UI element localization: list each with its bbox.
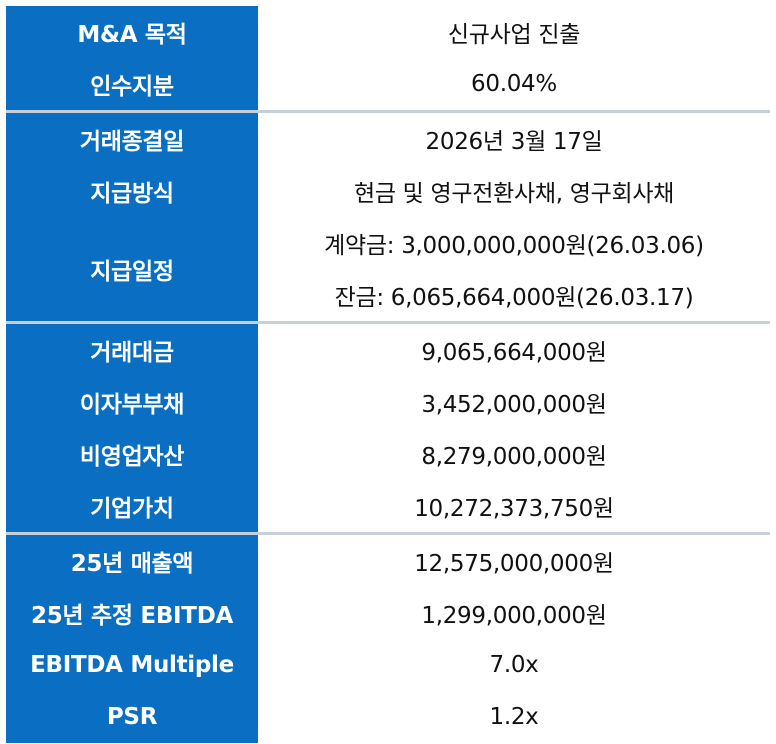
row-value: 잔금: 6,065,664,000원(26.03.17) (258, 269, 770, 321)
group-purpose: M&A 목적 인수지분 신규사업 진출 60.04% (6, 6, 770, 113)
label-ebitda-multiple: EBITDA Multiple (30, 652, 234, 678)
row-value: 1,299,000,000원 (258, 587, 770, 639)
row-label: 지급일정 (6, 217, 258, 321)
value-column: 신규사업 진출 60.04% (258, 6, 770, 110)
label-enterprise-value: 기업가치 (90, 496, 174, 522)
row-label: 25년 매출액 (6, 535, 258, 587)
row-value: 1.2x (258, 691, 770, 743)
label-ma-purpose: M&A 목적 (77, 22, 187, 48)
row-label: 거래종결일 (6, 113, 258, 165)
label-payment-method: 지급방식 (90, 181, 174, 207)
value-deposit: 계약금: 3,000,000,000원(26.03.06) (324, 233, 704, 259)
label-acquired-stake: 인수지분 (90, 74, 174, 100)
value-revenue-25: 12,575,000,000원 (414, 551, 614, 577)
value-ma-purpose: 신규사업 진출 (447, 22, 581, 48)
value-balance: 잔금: 6,065,664,000원(26.03.17) (334, 285, 694, 311)
value-column: 9,065,664,000원 3,452,000,000원 8,279,000,… (258, 324, 770, 532)
row-value: 현금 및 영구전환사채, 영구회사채 (258, 165, 770, 217)
label-column: 거래종결일 지급방식 지급일정 (6, 113, 258, 321)
row-label: 비영업자산 (6, 428, 258, 480)
row-value: 12,575,000,000원 (258, 535, 770, 587)
group-multiples: 25년 매출액 25년 추정 EBITDA EBITDA Multiple PS… (6, 535, 770, 743)
label-revenue-25: 25년 매출액 (70, 551, 194, 577)
value-ebitda-25: 1,299,000,000원 (421, 603, 607, 629)
row-value: 7.0x (258, 639, 770, 691)
payment-schedule-values: 계약금: 3,000,000,000원(26.03.06) 잔금: 6,065,… (258, 217, 770, 321)
row-value: 9,065,664,000원 (258, 324, 770, 376)
row-value: 60.04% (258, 58, 770, 110)
row-value: 8,279,000,000원 (258, 428, 770, 480)
value-acquired-stake: 60.04% (471, 71, 557, 97)
row-label: 이자부부채 (6, 376, 258, 428)
value-column: 2026년 3월 17일 현금 및 영구전환사채, 영구회사채 계약금: 3,0… (258, 113, 770, 321)
row-label: PSR (6, 691, 258, 743)
row-label: 기업가치 (6, 480, 258, 532)
row-label: EBITDA Multiple (6, 639, 258, 691)
label-interest-bearing-debt: 이자부부채 (79, 392, 185, 418)
label-column: 25년 매출액 25년 추정 EBITDA EBITDA Multiple PS… (6, 535, 258, 743)
row-value: 10,272,373,750원 (258, 480, 770, 532)
group-valuation: 거래대금 이자부부채 비영업자산 기업가치 9,065,664,000원 3,4… (6, 324, 770, 535)
value-closing-date: 2026년 3월 17일 (425, 129, 603, 155)
value-non-operating-assets: 8,279,000,000원 (421, 444, 607, 470)
value-column: 12,575,000,000원 1,299,000,000원 7.0x 1.2x (258, 535, 770, 743)
value-deal-value: 9,065,664,000원 (421, 340, 607, 366)
row-label: M&A 목적 (6, 6, 258, 58)
label-closing-date: 거래종결일 (79, 129, 185, 155)
value-interest-bearing-debt: 3,452,000,000원 (421, 392, 607, 418)
label-non-operating-assets: 비영업자산 (79, 444, 185, 470)
label-psr: PSR (106, 704, 158, 730)
row-label: 25년 추정 EBITDA (6, 587, 258, 639)
label-ebitda-25: 25년 추정 EBITDA (31, 603, 233, 629)
deal-summary-table: M&A 목적 인수지분 신규사업 진출 60.04% 거래종결일 지급방식 지급… (6, 6, 770, 743)
row-value: 신규사업 진출 (258, 6, 770, 58)
label-column: 거래대금 이자부부채 비영업자산 기업가치 (6, 324, 258, 532)
row-value: 계약금: 3,000,000,000원(26.03.06) (258, 217, 770, 269)
value-psr: 1.2x (489, 704, 539, 730)
row-label: 지급방식 (6, 165, 258, 217)
label-deal-value: 거래대금 (90, 340, 174, 366)
row-value: 3,452,000,000원 (258, 376, 770, 428)
row-label: 인수지분 (6, 58, 258, 110)
group-closing: 거래종결일 지급방식 지급일정 2026년 3월 17일 현금 및 영구전환사채… (6, 113, 770, 324)
label-payment-schedule: 지급일정 (90, 259, 174, 285)
row-label: 거래대금 (6, 324, 258, 376)
row-value: 2026년 3월 17일 (258, 113, 770, 165)
label-column: M&A 목적 인수지분 (6, 6, 258, 110)
value-payment-method: 현금 및 영구전환사채, 영구회사채 (353, 181, 675, 207)
value-enterprise-value: 10,272,373,750원 (414, 496, 614, 522)
value-ebitda-multiple: 7.0x (489, 652, 539, 678)
